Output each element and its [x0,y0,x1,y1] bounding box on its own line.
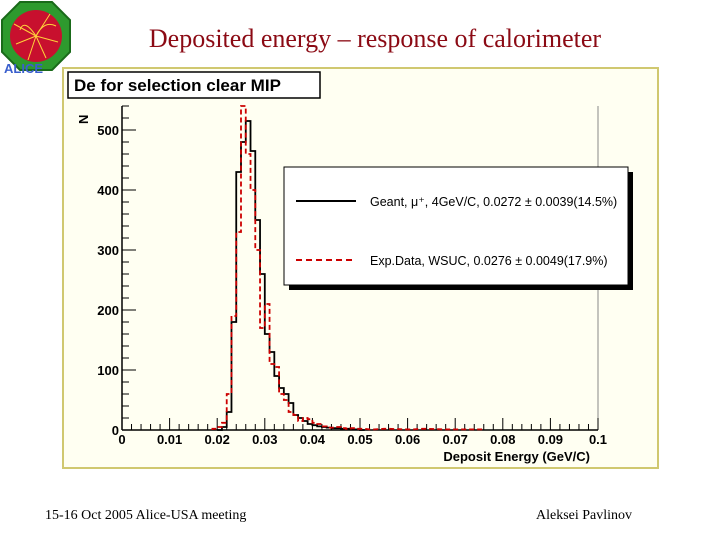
x-tick-label: 0.04 [300,432,326,447]
x-tick-label: 0.05 [347,432,372,447]
y-axis-title: N [76,115,91,124]
alice-logo: ALICE [1,1,71,76]
y-tick-label: 300 [97,243,119,258]
y-tick-label: 400 [97,183,119,198]
x-tick-label: 0.08 [490,432,515,447]
x-tick-label: 0.09 [538,432,563,447]
x-tick-label: 0.03 [252,432,277,447]
footer-author: Aleksei Pavlinov [536,508,633,523]
logo-text: ALICE [4,61,43,76]
x-tick-label: 0.02 [205,432,230,447]
y-tick-label: 100 [97,363,119,378]
y-tick-label: 0 [112,423,119,438]
x-tick-label: 0.06 [395,432,420,447]
x-axis-title: Deposit Energy (GeV/C) [443,449,590,464]
footer-date: 15-16 Oct 2005 Alice-USA meeting [45,508,247,523]
x-tick-label: 0.07 [443,432,468,447]
y-tick-label: 200 [97,303,119,318]
slide-title: Deposited energy – response of calorimet… [148,24,602,53]
x-tick-label: 0.01 [157,432,182,447]
legend-label-exp: Exp.Data, WSUC, 0.0276 ± 0.0049(17.9%) [370,254,608,268]
x-tick-label: 0.1 [589,432,607,447]
legend-label-geant: Geant, μ⁺, 4GeV/C, 0.0272 ± 0.0039(14.5%… [370,195,617,209]
chart-title: De for selection clear MIP [74,76,281,95]
series-exp-data-histogram [211,105,485,431]
legend-box [283,166,629,286]
y-tick-label: 500 [97,123,119,138]
x-tick-label: 0 [118,432,125,447]
chart-title-box [67,71,321,99]
